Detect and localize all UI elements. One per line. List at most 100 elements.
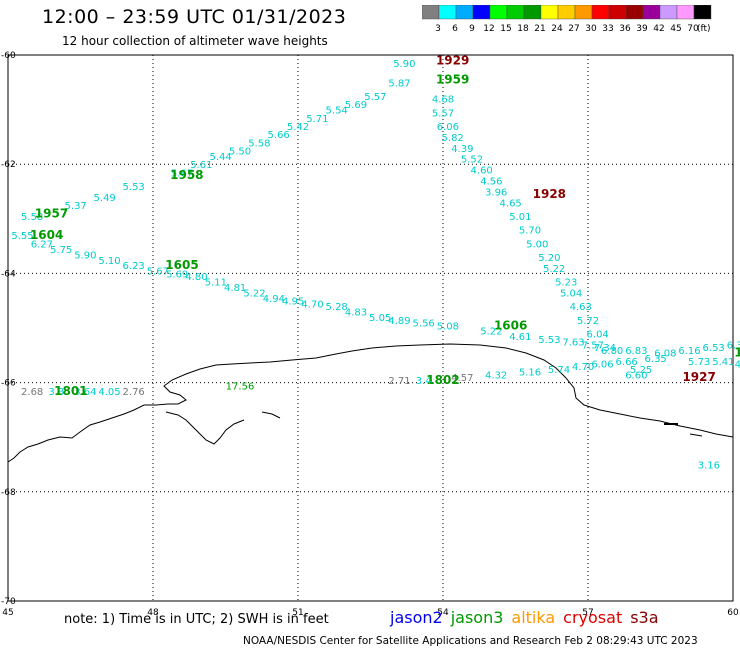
track-time-label: 1801 (54, 384, 87, 398)
wave-height-label: 5.71 (306, 114, 328, 125)
wave-height-label: 6.04 (587, 329, 609, 340)
lat-tick-label: -68 (1, 488, 16, 498)
wave-height-label: 5.56 (413, 319, 435, 330)
wave-height-label: 5.82 (442, 133, 464, 144)
lat-tick-label: -66 (1, 379, 16, 389)
wave-height-label: 5.57 (432, 108, 454, 119)
wave-height-label: 4.95 (282, 297, 304, 308)
wave-height-label: 5.69 (166, 269, 188, 280)
satellite-name: jason2 (390, 608, 443, 627)
wave-height-label: 4.61 (509, 332, 531, 343)
track-time-label: 1957 (35, 206, 68, 220)
colorbar-label: 15 (500, 24, 511, 34)
track-time-label: 1606 (494, 318, 527, 332)
wave-height-label: 4.63 (570, 302, 592, 313)
wave-height-label: 5.41 (712, 357, 734, 368)
wave-height-label: 6.60 (625, 370, 647, 381)
wave-height-label: 5.22 (543, 264, 565, 275)
wave-height-label: 4.57 (451, 373, 473, 384)
wave-height-label: 4.3 (735, 359, 740, 370)
wave-height-label: 5.87 (388, 78, 410, 89)
coastline-islet (261, 411, 281, 419)
coastline-inlet (165, 411, 245, 445)
wave-height-label: 2.71 (388, 376, 410, 387)
colorbar-label: 9 (469, 24, 475, 34)
wave-height-label: 5.52 (461, 155, 483, 166)
wave-height-label: 5.50 (229, 147, 251, 158)
wave-height-label: 4.65 (500, 198, 522, 209)
colorbar-label: 24 (551, 24, 563, 34)
wave-height-label: 5.37 (65, 201, 87, 212)
wave-height-label: 5.58 (248, 138, 270, 149)
wave-height-label: 5.49 (94, 193, 116, 204)
wave-height-label: 5.58 (21, 212, 43, 223)
wave-height-label: 4.80 (185, 272, 207, 283)
wave-height-label: 5.25 (630, 365, 652, 376)
wave-height-label: 5.01 (509, 212, 531, 223)
colorbar-label: 36 (619, 24, 631, 34)
wave-height-label: 5.90 (393, 59, 415, 70)
wave-height-label: 5.54 (326, 106, 348, 117)
wave-height-label: 4.89 (388, 316, 410, 327)
wave-height-label: 5.42 (287, 122, 309, 133)
wave-height-label: 2.76 (123, 387, 145, 398)
wave-height-label: 3.3 (48, 387, 64, 398)
satellite-legend: jason2 jason3 altika cryosat s3a (390, 608, 667, 627)
track-time-label: 1927 (682, 370, 715, 384)
lon-tick-label: 51 (292, 608, 303, 618)
wave-height-label: 6.08 (654, 349, 676, 360)
wave-height-label: 5.72 (577, 316, 599, 327)
lat-tick-label: -62 (1, 160, 16, 170)
wave-height-label: 5.90 (74, 250, 96, 261)
wave-height-label: 7.57 (582, 340, 604, 351)
wave-height-label: 4.94 (263, 294, 285, 305)
wave-height-label: 5.05 (369, 313, 391, 324)
wave-height-label: 7.63 (562, 338, 584, 349)
wave-height-label: 6.80 (601, 346, 623, 357)
wave-height-label: 5.74 (548, 365, 570, 376)
lon-tick-label: 57 (582, 608, 593, 618)
map-frame (7, 54, 734, 602)
track-time-label: 1604 (30, 228, 63, 242)
lat-tick-label: -64 (1, 269, 16, 279)
wave-height-label: 5.73 (688, 357, 710, 368)
wave-height-label: 5.44 (210, 152, 232, 163)
lon-tick-label: 48 (147, 608, 159, 618)
track-time-label: 1929 (436, 53, 469, 67)
wave-height-label: 5.16 (519, 368, 541, 379)
wave-height-label: 4.60 (471, 166, 493, 177)
wave-height-label: 6.66 (616, 357, 638, 368)
coastline-islet (689, 433, 703, 437)
wave-height-label: 4.05 (98, 387, 120, 398)
lon-tick-label: 54 (437, 608, 449, 618)
colorbar-label: 30 (585, 24, 597, 34)
antarctic-coastline (7, 343, 734, 463)
wave-height-label: 4.32 (485, 370, 507, 381)
track-time-label: 16 (734, 346, 740, 360)
lon-tick-label: 45 (2, 608, 13, 618)
lat-tick-label: -70 (1, 597, 16, 607)
wave-height-label: 17.56 (226, 381, 255, 392)
wave-height-label: 4.70 (301, 299, 323, 310)
colorbar-label: 42 (653, 24, 664, 34)
wave-height-label: 7.34 (594, 343, 616, 354)
colorbar-label: 45 (670, 24, 681, 34)
wave-height-label: 4.68 (432, 95, 454, 106)
map-title: 12:00 – 23:59 UTC 01/31/2023 (42, 6, 347, 28)
wave-height-label: 5.66 (268, 130, 290, 141)
colorbar-label: 18 (517, 24, 529, 34)
wave-height-label: 6.16 (678, 346, 700, 357)
colorbar-label: 3 (435, 24, 441, 34)
track-time-label: 1928 (533, 187, 566, 201)
lon-tick-label: 60 (727, 608, 739, 618)
wave-height-label: 5.61 (190, 160, 212, 171)
satellite-name: s3a (630, 608, 659, 627)
wave-height-label: 3.96 (485, 188, 507, 199)
satellite-name: cryosat (563, 608, 623, 627)
track-time-label: 1959 (436, 73, 469, 87)
wave-height-label: 4.70 (572, 362, 594, 373)
wave-height-label: 5.08 (437, 321, 459, 332)
wave-height-label: 6.33 (727, 340, 740, 351)
wave-height-label: 4.39 (451, 144, 473, 155)
